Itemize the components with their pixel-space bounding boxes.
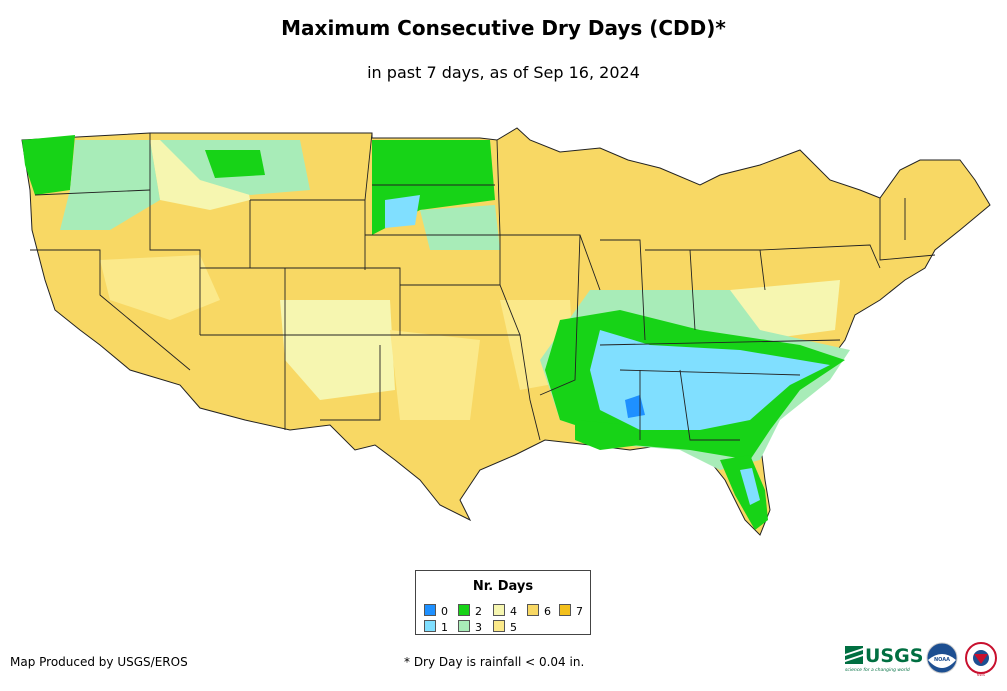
agency-logos: USGS science for a changing world NOAA N… xyxy=(845,642,997,677)
legend-swatch-1 xyxy=(424,620,436,632)
legend-label-3: 3 xyxy=(475,621,482,634)
region-4-days-southwest xyxy=(280,300,395,400)
legend: Nr. Days 0 1 2 3 4 5 6 7 xyxy=(415,570,591,635)
legend-item-1: 1 xyxy=(424,620,448,633)
dry-day-note: * Dry Day is rainfall < 0.04 in. xyxy=(404,655,585,669)
region-1-days-dakotas xyxy=(385,195,420,228)
legend-swatch-0 xyxy=(424,604,436,616)
region-3-days-northwest xyxy=(60,140,160,230)
us-cdd-map xyxy=(21,127,991,536)
legend-item-6: 6 xyxy=(527,604,551,617)
nws-wordmark: NWS xyxy=(977,673,986,677)
legend-item-2: 2 xyxy=(458,604,482,617)
usgs-wordmark: USGS xyxy=(865,645,923,667)
legend-title: Nr. Days xyxy=(472,579,534,594)
legend-item-5: 5 xyxy=(493,620,517,633)
legend-label-4: 4 xyxy=(510,605,517,618)
chart-title: Maximum Consecutive Dry Days (CDD)* xyxy=(281,16,726,40)
legend-label-2: 2 xyxy=(475,605,482,618)
region-4-days-rockies xyxy=(100,255,220,320)
chart-subtitle: in past 7 days, as of Sep 16, 2024 xyxy=(367,63,640,82)
legend-item-0: 0 xyxy=(424,604,448,617)
region-2-days-louisiana xyxy=(575,420,640,450)
legend-label-6: 6 xyxy=(544,605,551,618)
legend-label-0: 0 xyxy=(441,605,448,618)
legend-label-7: 7 xyxy=(576,605,583,618)
region-2-days-montana xyxy=(205,150,265,178)
noaa-wordmark: NOAA xyxy=(934,657,950,663)
legend-swatch-2 xyxy=(458,604,470,616)
state-borders xyxy=(30,132,936,441)
region-1-days-southeast xyxy=(590,330,830,430)
usgs-logo: USGS science for a changing world xyxy=(845,645,923,673)
legend-label-5: 5 xyxy=(510,621,517,634)
legend-swatch-4 xyxy=(493,604,505,616)
region-4-days-midatlantic xyxy=(730,280,840,340)
region-2-days-northwest xyxy=(22,135,75,195)
region-2-days-florida xyxy=(720,455,768,530)
produced-by: Map Produced by USGS/EROS xyxy=(10,655,188,669)
region-1-days-florida xyxy=(740,468,760,505)
legend-item-7: 7 xyxy=(559,604,583,617)
legend-swatch-3 xyxy=(458,620,470,632)
usgs-tagline: science for a changing world xyxy=(845,667,910,673)
legend-item-4: 4 xyxy=(493,604,517,617)
legend-item-3: 3 xyxy=(458,620,482,633)
legend-swatch-5 xyxy=(493,620,505,632)
legend-label-1: 1 xyxy=(441,621,448,634)
nws-logo: NWS xyxy=(965,642,997,677)
legend-swatch-6 xyxy=(527,604,539,616)
noaa-logo: NOAA xyxy=(926,642,958,674)
region-3-days-nebraska xyxy=(420,205,500,250)
region-5-days-texas xyxy=(390,330,480,420)
legend-swatch-7 xyxy=(559,604,571,616)
